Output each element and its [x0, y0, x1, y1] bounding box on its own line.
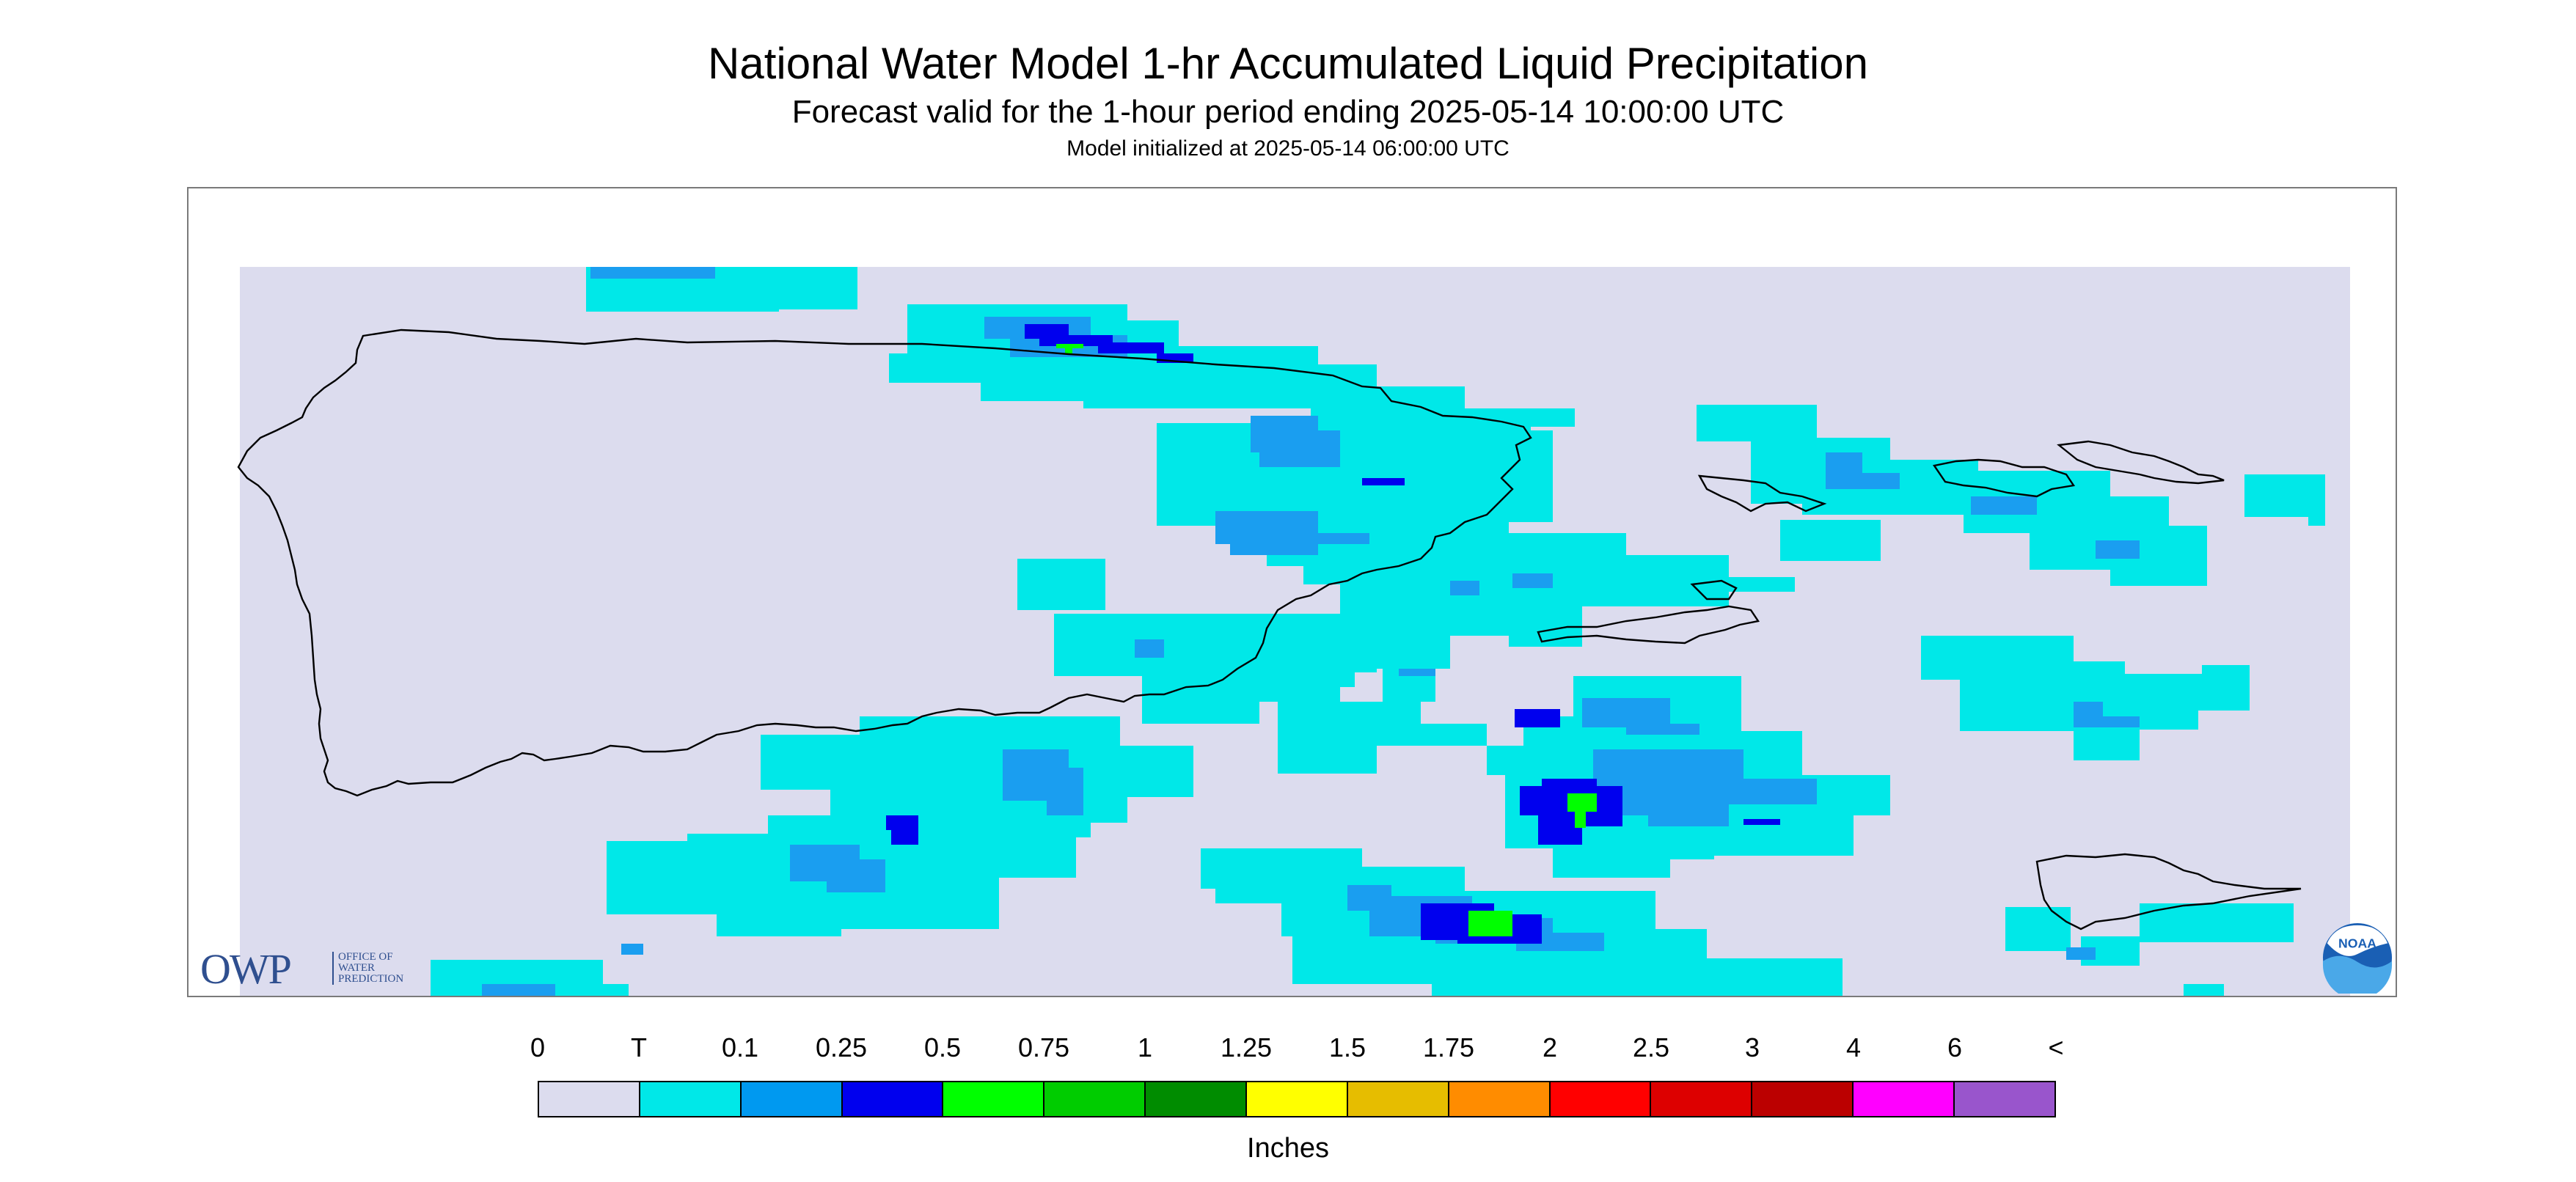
map-canvas: [237, 267, 2350, 996]
legend-swatch: [1550, 1082, 1652, 1116]
noaa-text: NOAA: [2338, 936, 2376, 950]
precipitation-map: OWP OFFICE OF WATER PREDICTION NOAA: [187, 187, 2397, 997]
legend-label: 3: [1744, 1032, 1760, 1062]
puerto-rico-outline: [237, 328, 1532, 797]
model-init-line: Model initialized at 2025-05-14 06:00:00…: [1066, 136, 1510, 161]
legend-label: 1.75: [1422, 1032, 1475, 1062]
noaa-logo: NOAA: [2322, 922, 2393, 994]
tortola-outline: [2057, 440, 2225, 485]
legend-swatch: [1651, 1082, 1753, 1116]
legend-swatch: [640, 1082, 742, 1116]
legend-swatch: [943, 1082, 1045, 1116]
forecast-valid-subtitle: Forecast valid for the 1-hour period end…: [791, 94, 1785, 130]
map-background-notch: [240, 267, 2350, 300]
legend-label: 1.25: [1220, 1032, 1273, 1062]
owp-logo: OWP OFFICE OF WATER PREDICTION: [200, 947, 450, 991]
owp-line-1: OFFICE OF: [338, 951, 393, 963]
legend-label: 0.25: [815, 1032, 868, 1062]
precip-heavy-areas: [1056, 344, 1597, 936]
legend-units: Inches: [1247, 1133, 1329, 1164]
st-john-outline: [1932, 458, 2076, 498]
owp-subtitle: OFFICE OF WATER PREDICTION: [332, 952, 403, 985]
legend-swatch: [1146, 1082, 1248, 1116]
legend-swatch: [1752, 1082, 1854, 1116]
legend-swatch: [1955, 1082, 2054, 1116]
legend-label: 0.1: [721, 1032, 759, 1062]
legend-label: T: [631, 1032, 647, 1062]
legend-swatch: [1449, 1082, 1551, 1116]
legend-label: 0: [530, 1032, 546, 1062]
owp-letters: OWP: [200, 945, 292, 993]
legend-swatch: [1044, 1082, 1146, 1116]
vieques-outline: [1537, 605, 1760, 645]
coastline: [237, 328, 2302, 930]
st-croix-outline: [2035, 853, 2302, 930]
page-title: National Water Model 1-hr Accumulated Li…: [708, 39, 1868, 88]
legend-label: 0.5: [923, 1032, 962, 1062]
legend-labels: 0 T 0.1 0.25 0.5 0.75 1 1.25 1.5 1.75 2 2.5 3 4 6 <: [530, 1032, 2064, 1069]
legend-label: <: [2048, 1032, 2064, 1062]
legend-label: 2.5: [1632, 1032, 1670, 1062]
legend-swatch: [741, 1082, 843, 1116]
legend-colorbar: [538, 1081, 2056, 1117]
owp-line-2: WATER: [338, 962, 375, 974]
legend-label: 6: [1947, 1032, 1963, 1062]
owp-line-3: PREDICTION: [338, 973, 404, 985]
legend-label: 1: [1137, 1032, 1153, 1062]
legend-swatch: [1347, 1082, 1449, 1116]
legend-swatch: [1854, 1082, 1955, 1116]
st-thomas-outline: [1697, 474, 1827, 513]
culebra-outline: [1690, 579, 1738, 601]
legend-label: 0.75: [1017, 1032, 1070, 1062]
legend-label: 4: [1845, 1032, 1862, 1062]
legend-label: 1.5: [1328, 1032, 1366, 1062]
legend-label: 2: [1542, 1032, 1558, 1062]
legend-swatch: [539, 1082, 640, 1116]
legend-swatch: [1247, 1082, 1348, 1116]
legend-swatch: [842, 1082, 944, 1116]
